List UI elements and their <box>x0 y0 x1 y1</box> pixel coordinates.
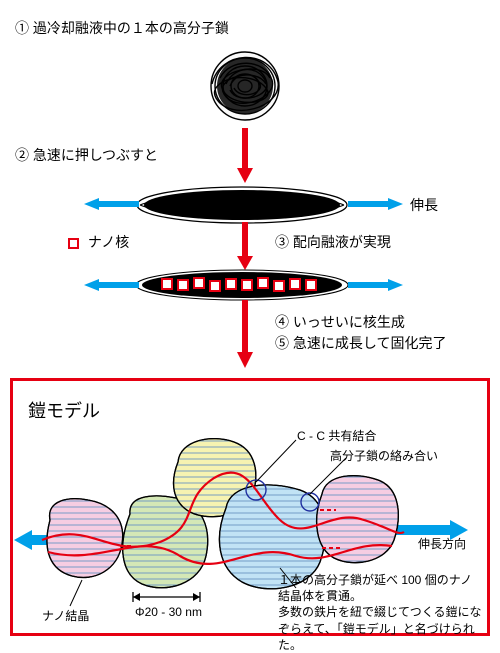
nano-crystal-label: ナノ結晶 <box>42 608 89 624</box>
stretch-dir-label: 伸長方向 <box>418 536 466 552</box>
cc-bond-label: C - C 共有結合 <box>297 428 376 444</box>
entangle-label: 高分子鎖の絡み合い <box>330 448 438 464</box>
model-note-text: １本の高分子鎖が延べ 100 個のナノ結晶体を貫通。 多数の鉄片を紐で綴じてつく… <box>278 572 482 653</box>
diameter-label: Φ20 - 30 nm <box>135 604 202 620</box>
